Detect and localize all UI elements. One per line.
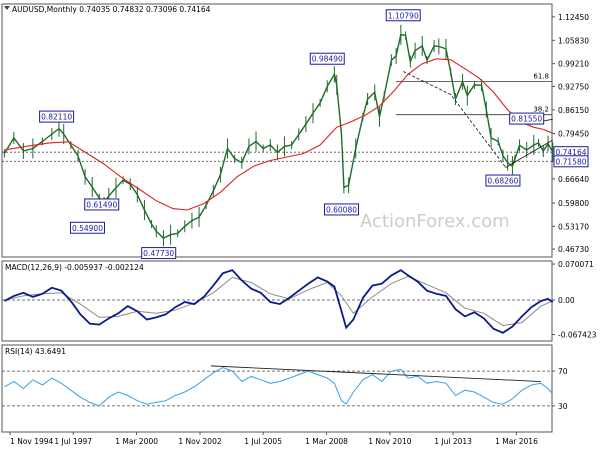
price-annotation-box (69, 221, 105, 234)
rsi-y-tick-label: 30 (558, 402, 568, 411)
price-annotation-label: 0.61490 (86, 200, 117, 209)
fib-label: 61.8 (533, 73, 549, 81)
price-y-tick-label: 1.05830 (558, 36, 589, 45)
price-annotation-box (141, 247, 177, 260)
panel-frame-macd (1, 260, 553, 342)
price-y-tick-label: 0.79450 (558, 130, 589, 139)
price-y-tick-label: 0.66640 (558, 175, 589, 184)
price-annotation-label: 0.47730 (143, 249, 174, 258)
macd-title: MACD(12,26,9) -0.005937 -0.002124 (5, 263, 144, 272)
price-title: AUDUSD,Monthly 0.74035 0.74832 0.73096 0… (12, 5, 211, 14)
price-annotation-box (323, 203, 359, 216)
price-annotation-box (309, 52, 345, 65)
price-y-tick-label: 0.46730 (558, 245, 589, 254)
rsi-title: RSI(14) 43.6491 (5, 347, 66, 356)
price-y-tick-label: 0.53170 (558, 222, 589, 231)
x-tick-label: 1 Jul 1997 (54, 437, 92, 446)
x-tick-label: 1 Mar 2016 (495, 437, 538, 446)
price-y-tick-label: 0.86150 (558, 106, 589, 115)
price-y-tick-label: 0.59800 (558, 199, 589, 208)
watermark: ActionForex.com (360, 211, 510, 232)
rsi-trendline (210, 365, 541, 382)
trendline (505, 139, 554, 168)
price-annotation-label: 0.60080 (326, 205, 357, 214)
x-tick-label: 1 Nov 2010 (368, 437, 411, 446)
x-tick-label: 1 Mar 2000 (115, 437, 158, 446)
panel-frame-price (1, 3, 553, 258)
trendline (403, 71, 506, 168)
price-annotation-label: 0.54900 (72, 224, 103, 233)
x-tick-label: 1 Jul 2005 (244, 437, 282, 446)
price-annotation-label: 1.10790 (388, 11, 419, 20)
rsi-y-tick-label: 70 (558, 367, 568, 376)
price-annotation-label: 0.98490 (312, 55, 343, 64)
price-annotation-label: 0.81550 (511, 115, 542, 124)
macd-y-tick-label: -0.067423 (558, 331, 597, 340)
price-annotation-box (385, 9, 421, 22)
price-annotation-box (84, 198, 120, 211)
price-annotation-label: 0.68260 (487, 177, 518, 186)
macd-line (3, 269, 554, 334)
x-tick-label: 1 Mar 2008 (305, 437, 348, 446)
macd-signal-line (4, 275, 553, 327)
macd-y-tick-label: 0.070071 (558, 260, 594, 269)
price-annotation-label: 0.74164 (555, 148, 586, 157)
price-annotation-label: 0.82110 (41, 113, 72, 122)
price-annotation-box (39, 110, 75, 123)
rsi-line (4, 367, 554, 407)
price-annotation-box (553, 155, 589, 168)
panel-frame-rsi (1, 344, 553, 433)
moving-average-line (4, 58, 554, 211)
price-y-tick-label: 0.92750 (558, 83, 589, 92)
x-tick-label: 1 Nov 1994 (10, 437, 53, 446)
macd-y-tick-label: 0.00 (558, 296, 575, 305)
fib-label: 38.2 (533, 106, 549, 114)
price-y-tick-label: 0.99210 (558, 60, 589, 69)
x-tick-label: 1 Jul 2013 (434, 437, 472, 446)
price-y-tick-label: 1.12450 (558, 13, 589, 22)
price-line (3, 33, 554, 240)
price-annotation-label: 0.71580 (555, 157, 586, 166)
price-title-icon (4, 6, 10, 10)
price-annotation-box (485, 174, 521, 187)
price-annotation-box (509, 112, 545, 125)
x-tick-label: 1 Nov 2002 (178, 437, 221, 446)
